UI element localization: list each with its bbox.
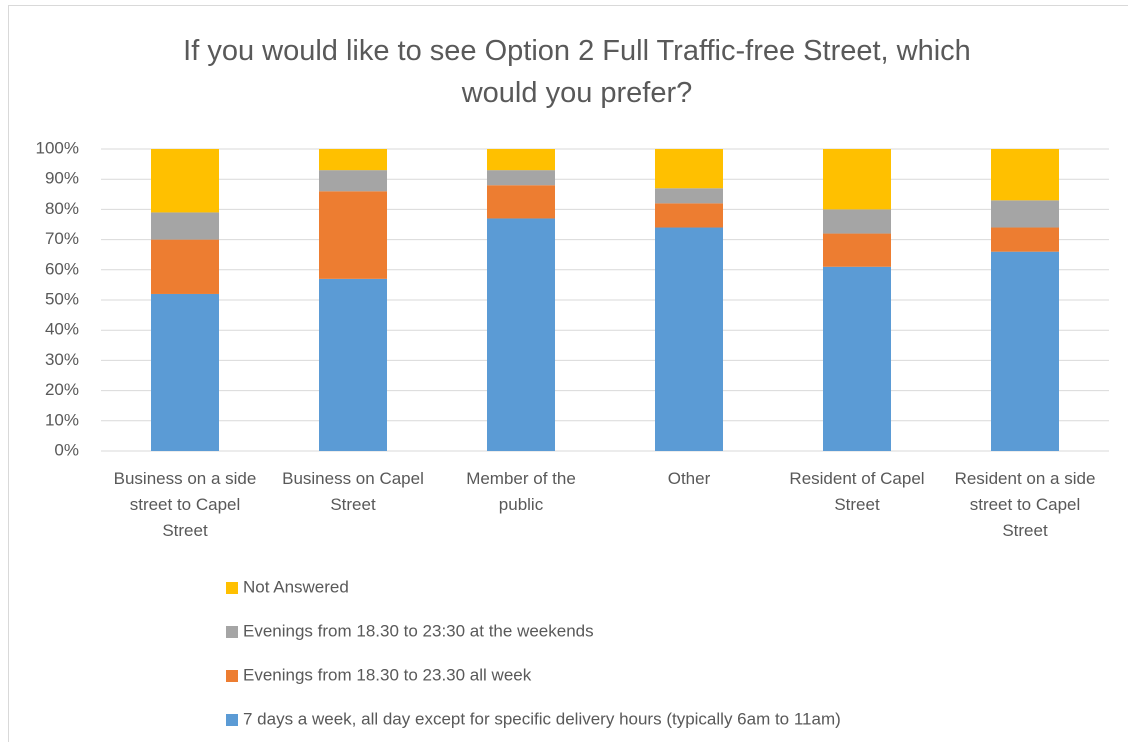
y-tick-label: 30% — [45, 350, 79, 369]
bar-segment — [991, 200, 1059, 228]
bar-segment — [487, 185, 555, 219]
bar-segment — [655, 203, 723, 228]
legend-swatch — [226, 670, 238, 682]
bar-segment — [655, 149, 723, 189]
bar-segment — [487, 149, 555, 171]
chart-border — [8, 5, 1128, 742]
bar-segment — [655, 227, 723, 451]
legend-label: 7 days a week, all day except for specif… — [243, 709, 841, 728]
legend-swatch — [226, 714, 238, 726]
bar-segment — [319, 170, 387, 192]
y-tick-label: 70% — [45, 229, 79, 248]
bar-segment — [823, 266, 891, 451]
bar-segment — [151, 293, 219, 451]
y-tick-label: 50% — [45, 289, 79, 308]
bar-segment — [319, 278, 387, 451]
bar-segment — [823, 149, 891, 210]
bar-segment — [151, 149, 219, 213]
legend-label: Evenings from 18.30 to 23.30 all week — [243, 665, 532, 684]
y-tick-label: 100% — [36, 138, 79, 157]
bar-segment — [823, 209, 891, 234]
bar-segment — [151, 212, 219, 240]
bar-segment — [655, 188, 723, 204]
chart-title: If you would like to see Option 2 Full T… — [183, 35, 971, 109]
y-tick-label: 0% — [54, 440, 79, 459]
y-tick-label: 10% — [45, 410, 79, 429]
x-tick-label: Resident on a side street to Capel Stree… — [954, 469, 1096, 540]
y-tick-label: 90% — [45, 169, 79, 188]
bar-segment — [487, 170, 555, 186]
bar-segment — [151, 239, 219, 294]
y-tick-label: 20% — [45, 380, 79, 399]
legend-label: Not Answered — [243, 577, 349, 596]
y-tick-label: 60% — [45, 259, 79, 278]
x-tick-label: Business on Capel Street — [282, 469, 424, 514]
bar-segment — [991, 149, 1059, 201]
legend-swatch — [226, 582, 238, 594]
bar-segment — [319, 149, 387, 171]
bar-segment — [319, 191, 387, 279]
x-tick-label: Business on a side street to Capel Stree… — [113, 469, 257, 540]
x-tick-label: Member of the public — [466, 469, 576, 514]
legend-swatch — [226, 626, 238, 638]
y-tick-label: 40% — [45, 320, 79, 339]
y-tick-label: 80% — [45, 199, 79, 218]
bar-segment — [487, 218, 555, 451]
bar-segment — [991, 227, 1059, 252]
legend-label: Evenings from 18.30 to 23:30 at the week… — [243, 621, 594, 640]
x-tick-label: Resident of Capel Street — [789, 469, 925, 514]
x-tick-label: Other — [667, 469, 711, 488]
bar-segment — [823, 233, 891, 267]
bar-segment — [991, 251, 1059, 451]
